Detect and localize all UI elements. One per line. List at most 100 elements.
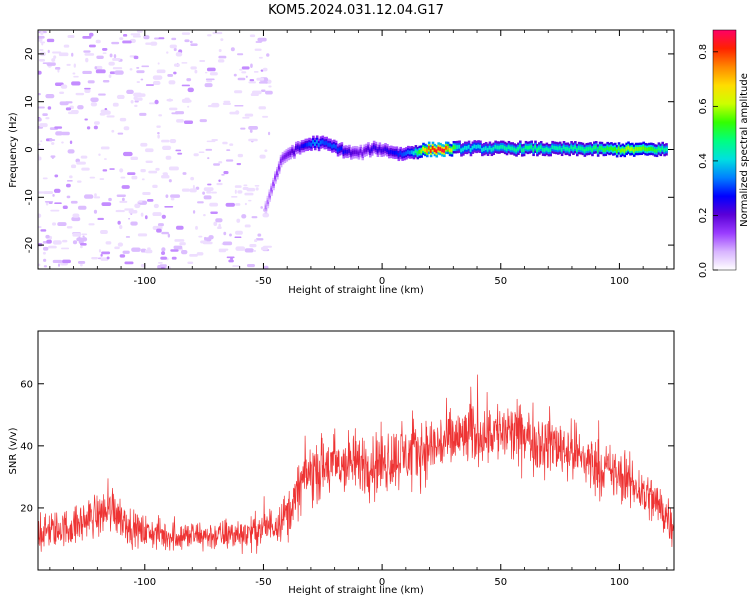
spectrogram-trace-cell: [388, 150, 391, 155]
spectrogram-noise-cell: [38, 191, 45, 194]
spectrogram-trace-cell: [651, 147, 655, 152]
spectrogram-trace-cell: [348, 149, 351, 153]
spectrogram-noise-cell: [132, 35, 141, 38]
spectrogram-trace-cell: [650, 146, 653, 151]
spectrogram-noise-cell: [81, 167, 90, 171]
spectrogram-noise-cell: [108, 74, 112, 79]
spectrogram-noise-cell: [114, 70, 124, 75]
spectrogram-noise-cell: [256, 77, 265, 81]
spectrogram-noise-cell: [216, 182, 223, 186]
spectrogram-noise-cell: [83, 194, 94, 199]
spectrogram-noise-cell: [52, 240, 62, 245]
spectrogram-trace-cell: [369, 149, 372, 154]
spectrogram-xlabel: Height of straight line (km): [288, 285, 424, 296]
spectrogram-noise-cell: [129, 68, 133, 71]
spectrogram-noise-cell: [141, 178, 145, 181]
x-tick-label: 50: [494, 577, 507, 588]
spectrogram-noise-cell: [209, 202, 219, 207]
spectrogram-noise-cell: [38, 156, 42, 161]
spectrogram-trace-cell: [498, 145, 501, 150]
spectrogram-noise-cell: [235, 246, 246, 251]
spectrogram-trace-cell: [319, 140, 323, 145]
spectrogram-trace-cell: [513, 147, 516, 152]
spectrogram-noise-cell: [251, 216, 258, 219]
spectrogram-trace-cell: [663, 148, 666, 153]
spectrogram-trace-cell: [433, 148, 437, 152]
spectrogram-trace-cell: [657, 146, 661, 151]
spectrogram-trace-cell: [425, 149, 429, 153]
spectrogram-noise-cell: [169, 107, 178, 111]
spectrogram-noise-cell: [43, 265, 48, 268]
spectrogram-noise-cell: [82, 70, 92, 74]
spectrogram-noise-cell: [119, 225, 123, 230]
spectrogram-trace-cell: [608, 147, 611, 151]
spectrogram-noise-cell: [99, 178, 105, 180]
spectrogram-trace-cell: [539, 145, 543, 150]
spectrogram-noise-cell: [38, 37, 43, 42]
spectrogram-noise-cell: [189, 188, 197, 193]
spectrogram-noise-cell: [141, 65, 150, 68]
spectrogram-noise-cell: [125, 236, 131, 238]
spectrogram-trace-cell: [494, 144, 497, 149]
spectrogram-noise-cell: [90, 97, 99, 102]
spectrogram-noise-cell: [42, 177, 48, 180]
spectrogram-trace-cell: [342, 150, 346, 155]
spectrogram-noise-cell: [241, 214, 247, 219]
spectrogram-noise-cell: [120, 176, 126, 179]
spectrogram-noise-cell: [94, 121, 100, 125]
spectrogram-noise-cell: [101, 251, 111, 255]
spectrogram-noise-cell: [184, 97, 190, 101]
spectrogram-noise-cell: [148, 170, 158, 174]
spectrogram-trace-cell: [317, 143, 321, 147]
spectrogram-noise-cell: [116, 94, 125, 100]
spectrogram-trace-cell: [422, 147, 425, 151]
spectrogram-noise-cell: [134, 100, 139, 103]
spectrogram-trace-cell: [321, 139, 325, 144]
spectrogram-noise-cell: [173, 47, 177, 52]
spectrogram-noise-cell: [206, 67, 216, 72]
spectrogram-noise-cell: [199, 60, 206, 62]
spectrogram-trace-cell: [285, 153, 289, 158]
spectrogram-trace-cell: [460, 148, 463, 153]
spectrogram-noise-cell: [96, 55, 104, 59]
spectrogram-noise-cell: [103, 110, 111, 115]
spectrogram-noise-cell: [161, 214, 166, 219]
spectrogram-noise-cell: [255, 238, 264, 241]
spectrogram-noise-cell: [244, 248, 254, 253]
spectrogram-trace-cell: [602, 148, 606, 152]
spectrogram-noise-cell: [164, 206, 174, 208]
spectrogram-noise-cell: [57, 68, 60, 73]
spectrogram-noise-cell: [190, 66, 197, 70]
spectrogram-noise-cell: [38, 213, 42, 218]
spectrogram-noise-cell: [77, 205, 87, 210]
spectrogram-noise-cell: [260, 69, 264, 72]
spectrogram-noise-cell: [258, 81, 268, 84]
spectrogram-noise-cell: [142, 192, 151, 195]
spectrogram-trace-cell: [629, 147, 632, 152]
spectrogram-noise-cell: [211, 191, 217, 194]
spectrogram-noise-cell: [258, 56, 263, 59]
spectrogram-noise-cell: [147, 199, 154, 202]
spectrogram-noise-cell: [232, 265, 240, 267]
spectrogram-noise-cell: [38, 226, 42, 228]
spectrogram-noise-cell: [102, 80, 110, 83]
spectrogram-trace-cell: [462, 147, 465, 152]
spectrogram-noise-cell: [199, 119, 207, 123]
spectrogram-noise-cell: [43, 258, 47, 262]
spectrogram-noise-cell: [170, 249, 179, 252]
spectrogram-noise-cell: [111, 41, 120, 45]
spectrogram-trace-cell: [350, 151, 353, 156]
spectrogram-noise-cell: [213, 221, 218, 226]
spectrogram-trace-cell: [414, 149, 418, 154]
spectrogram-trace-cell: [300, 144, 304, 149]
spectrogram-trace-cell: [351, 150, 355, 155]
spectrogram-trace-cell: [490, 147, 494, 152]
spectrogram-trace-cell: [315, 139, 319, 144]
spectrogram-trace-cell: [304, 142, 308, 147]
spectrogram-noise-cell: [42, 246, 49, 251]
spectrogram-noise-cell: [109, 71, 116, 75]
spectrogram-noise-cell: [161, 139, 170, 143]
spectrogram-trace-cell: [547, 148, 551, 153]
spectrogram-noise-cell: [106, 256, 110, 260]
spectrogram-trace-cell: [492, 146, 496, 151]
